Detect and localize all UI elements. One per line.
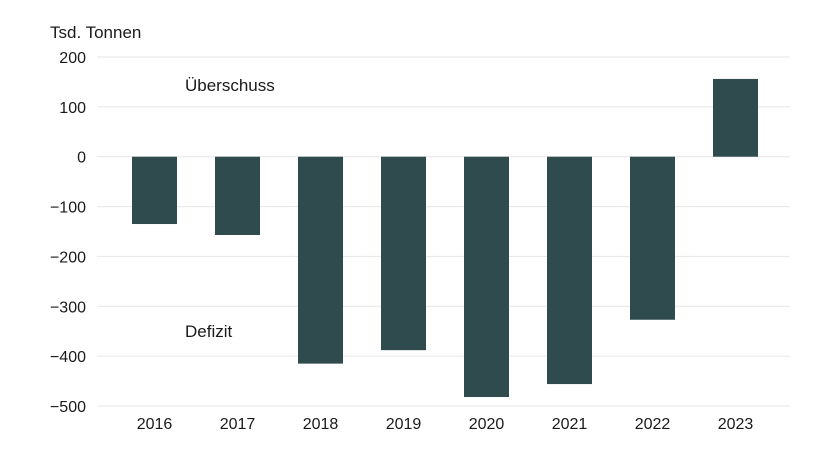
surplus-annotation: Überschuss [185,76,275,95]
x-tick-labels: 2016 2017 2018 2019 2020 2021 2022 2023 [137,416,754,433]
x-tick-label: 2021 [552,416,588,433]
y-tick-label: −400 [50,349,86,366]
x-tick-label: 2023 [718,416,754,433]
bar-2016 [132,156,177,225]
y-tick-label: 0 [77,150,86,167]
y-axis-unit-label: Tsd. Tonnen [50,23,141,42]
y-tick-label: 100 [59,100,86,117]
y-tick-label: 200 [59,50,86,67]
y-tick-label: −300 [50,299,86,316]
bar-2020 [464,156,509,398]
bar-2021 [547,156,592,385]
bars [132,78,758,398]
bar-2017 [215,156,260,235]
y-tick-label: −100 [50,200,86,217]
deficit-annotation: Defizit [185,322,233,341]
y-tick-labels: 200 100 0 −100 −200 −300 −400 −500 [50,50,86,416]
bar-2023 [713,78,758,157]
x-tick-label: 2018 [303,416,339,433]
y-tick-label: −200 [50,249,86,266]
gridlines [97,56,790,407]
y-tick-label: −500 [50,399,86,416]
x-tick-label: 2022 [635,416,671,433]
bar-2019 [381,156,426,351]
x-tick-label: 2020 [469,416,505,433]
bar-2018 [298,156,343,364]
x-tick-label: 2016 [137,416,173,433]
x-tick-label: 2017 [220,416,256,433]
x-tick-label: 2019 [386,416,422,433]
bar-2022 [630,156,675,320]
